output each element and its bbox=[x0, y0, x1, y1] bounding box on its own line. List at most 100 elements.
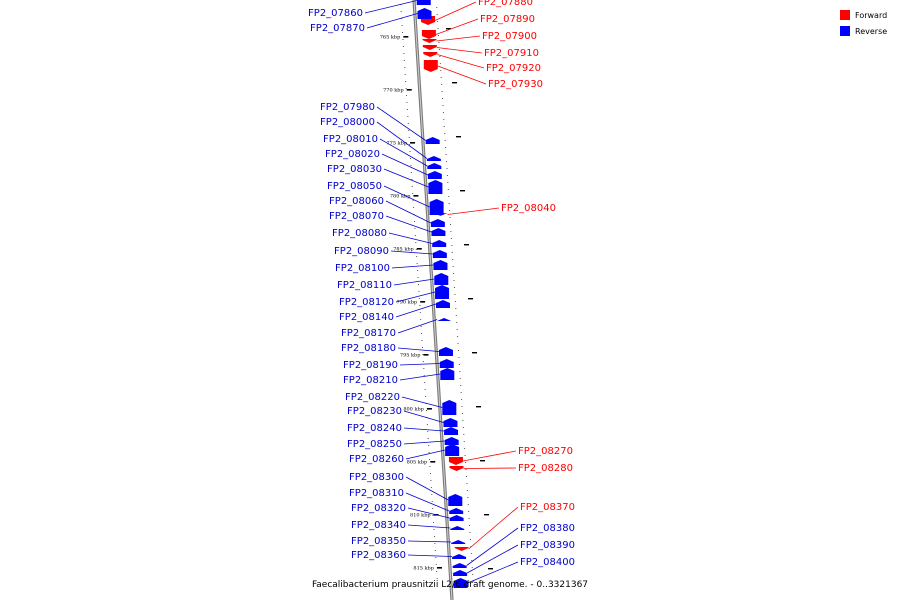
gene-label-forward[interactable]: FP2_08270 bbox=[518, 446, 573, 457]
gene-label-reverse[interactable]: FP2_08090 bbox=[334, 246, 389, 257]
reverse-gene-arrow[interactable] bbox=[438, 347, 453, 356]
tick-mark bbox=[413, 195, 419, 197]
tick-mark bbox=[410, 142, 416, 144]
reverse-gene-arrow[interactable] bbox=[425, 137, 440, 144]
gene-label-forward[interactable]: FP2_08370 bbox=[520, 502, 575, 513]
leader-line bbox=[364, 0, 417, 14]
reverse-gene-arrow[interactable] bbox=[449, 515, 464, 521]
gene-label-reverse[interactable]: FP2_08300 bbox=[349, 472, 404, 483]
reverse-gene-arrow[interactable] bbox=[431, 228, 446, 236]
gene-label-reverse[interactable]: FP2_08310 bbox=[349, 488, 404, 499]
gene-label-forward[interactable]: FP2_08280 bbox=[518, 463, 573, 474]
gene-label-reverse[interactable]: FP2_08220 bbox=[345, 392, 400, 403]
leader-line bbox=[381, 153, 428, 176]
reverse-gene-arrow[interactable] bbox=[427, 163, 442, 169]
gene-label-forward[interactable]: FP2_07900 bbox=[482, 31, 537, 42]
reverse-gene-arrow[interactable] bbox=[430, 219, 445, 227]
gene-label-reverse[interactable]: FP2_08170 bbox=[341, 328, 396, 339]
reverse-gene-arrow[interactable] bbox=[432, 240, 447, 247]
gene-label-reverse[interactable]: FP2_08140 bbox=[339, 312, 394, 323]
gene-label-reverse[interactable]: FP2_08100 bbox=[335, 263, 390, 274]
reverse-gene-arrow[interactable] bbox=[450, 526, 465, 530]
gene-label-reverse[interactable]: FP2_07860 bbox=[308, 8, 363, 19]
leader-line bbox=[399, 373, 441, 381]
gene-label-reverse[interactable]: FP2_08240 bbox=[347, 423, 402, 434]
reverse-gene-arrow[interactable] bbox=[451, 540, 466, 544]
gene-label-forward[interactable]: FP2_07920 bbox=[486, 63, 541, 74]
forward-gene-arrow[interactable] bbox=[422, 45, 437, 50]
gene-label-reverse[interactable]: FP2_08230 bbox=[347, 406, 402, 417]
reverse-gene-arrow[interactable] bbox=[427, 171, 442, 179]
gene-label-reverse[interactable]: FP2_08400 bbox=[520, 557, 575, 568]
gene-label-reverse[interactable]: FP2_08080 bbox=[332, 228, 387, 239]
forward-gene-arrow[interactable] bbox=[423, 52, 438, 57]
gene-label-forward[interactable]: FP2_07930 bbox=[488, 79, 543, 90]
gene-label-forward[interactable]: FP2_07880 bbox=[478, 0, 533, 8]
gene-label-reverse[interactable]: FP2_08010 bbox=[323, 134, 378, 145]
reverse-gene-arrow[interactable] bbox=[439, 359, 454, 368]
reverse-gene-arrow[interactable] bbox=[433, 260, 448, 270]
reverse-gene-arrow[interactable] bbox=[443, 418, 458, 427]
gene-label-reverse[interactable]: FP2_07870 bbox=[310, 23, 365, 34]
gene-label-reverse[interactable]: FP2_08070 bbox=[329, 211, 384, 222]
gene-label-reverse[interactable]: FP2_08190 bbox=[343, 360, 398, 371]
forward-gene-arrow[interactable] bbox=[448, 457, 463, 465]
gene-label-reverse[interactable]: FP2_08050 bbox=[327, 181, 382, 192]
gene-label-reverse[interactable]: FP2_08250 bbox=[347, 439, 402, 450]
leader-line bbox=[407, 524, 451, 529]
leader-line bbox=[436, 47, 483, 54]
reverse-gene-arrow[interactable] bbox=[444, 427, 459, 435]
gene-label-forward[interactable]: FP2_08040 bbox=[501, 203, 556, 214]
reverse-gene-arrow[interactable] bbox=[432, 250, 447, 258]
reverse-gene-arrow[interactable] bbox=[436, 300, 450, 308]
gene-label-reverse[interactable]: FP2_08110 bbox=[337, 280, 392, 291]
reverse-gene-arrow[interactable] bbox=[428, 180, 443, 194]
reverse-gene-arrow[interactable] bbox=[437, 318, 452, 321]
leader-line bbox=[390, 250, 433, 255]
reverse-gene-arrow[interactable] bbox=[434, 273, 449, 285]
map-caption: Faecalibacterium prausnitzii L2/6 draft … bbox=[312, 580, 588, 590]
gene-label-forward[interactable]: FP2_07910 bbox=[484, 48, 539, 59]
reverse-gene-arrow[interactable] bbox=[416, 0, 431, 5]
gene-label-reverse[interactable]: FP2_08320 bbox=[351, 503, 406, 514]
reverse-gene-arrow[interactable] bbox=[442, 400, 457, 415]
gene-label-reverse[interactable]: FP2_08340 bbox=[351, 520, 406, 531]
reverse-gene-arrow[interactable] bbox=[453, 578, 468, 588]
gene-label-reverse[interactable]: FP2_08030 bbox=[327, 164, 382, 175]
reverse-gene-arrow[interactable] bbox=[453, 570, 468, 576]
tick-mark bbox=[403, 36, 409, 38]
leader-line bbox=[407, 554, 453, 557]
leader-line bbox=[447, 207, 500, 215]
gene-label-reverse[interactable]: FP2_08360 bbox=[351, 550, 406, 561]
reverse-gene-arrow[interactable] bbox=[444, 437, 459, 445]
reverse-gene-arrow[interactable] bbox=[452, 563, 467, 568]
reverse-gene-arrow[interactable] bbox=[440, 368, 455, 380]
gene-label-reverse[interactable]: FP2_08000 bbox=[320, 117, 375, 128]
reverse-gene-arrow[interactable] bbox=[435, 285, 450, 299]
forward-gene-arrow[interactable] bbox=[423, 60, 438, 72]
reverse-gene-arrow[interactable] bbox=[448, 494, 463, 506]
gene-label-reverse[interactable]: FP2_08350 bbox=[351, 536, 406, 547]
forward-gene-arrow[interactable] bbox=[454, 547, 469, 551]
forward-gene-arrow[interactable] bbox=[449, 466, 464, 471]
gene-label-reverse[interactable]: FP2_08060 bbox=[329, 196, 384, 207]
gene-label-forward[interactable]: FP2_07890 bbox=[480, 14, 535, 25]
gene-label-reverse[interactable]: FP2_07980 bbox=[320, 102, 375, 113]
reverse-gene-arrow[interactable] bbox=[426, 156, 441, 161]
reverse-gene-arrow[interactable] bbox=[445, 444, 460, 456]
gene-label-reverse[interactable]: FP2_08390 bbox=[520, 540, 575, 551]
reverse-gene-arrow[interactable] bbox=[429, 199, 444, 215]
forward-gene-arrow[interactable] bbox=[421, 30, 436, 39]
reverse-gene-arrow[interactable] bbox=[452, 554, 467, 559]
gene-label-reverse[interactable]: FP2_08210 bbox=[343, 375, 398, 386]
gene-label-reverse[interactable]: FP2_08180 bbox=[341, 343, 396, 354]
gene-label-reverse[interactable]: FP2_08380 bbox=[520, 523, 575, 534]
leader-line bbox=[397, 347, 440, 352]
leader-line bbox=[395, 303, 437, 318]
forward-gene-arrow[interactable] bbox=[422, 39, 437, 43]
gene-label-reverse[interactable]: FP2_08260 bbox=[349, 454, 404, 465]
gene-label-reverse[interactable]: FP2_08120 bbox=[339, 297, 394, 308]
reverse-gene-arrow[interactable] bbox=[449, 508, 464, 514]
reverse-gene-arrow[interactable] bbox=[417, 8, 432, 19]
gene-label-reverse[interactable]: FP2_08020 bbox=[325, 149, 380, 160]
